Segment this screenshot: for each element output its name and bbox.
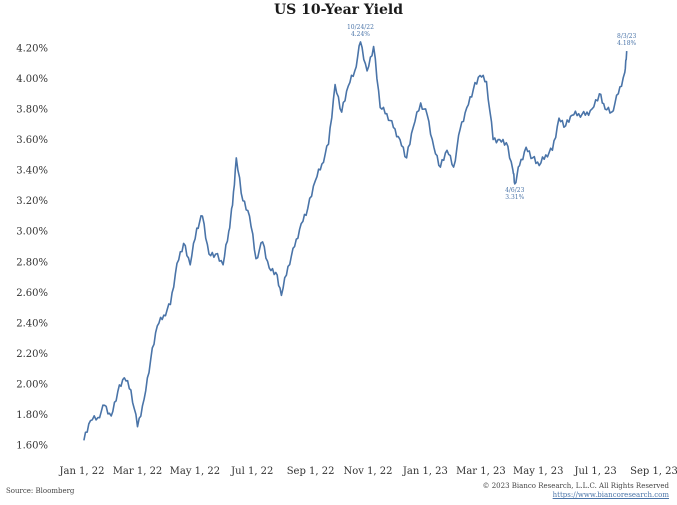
x-axis-ticks: Jan 1, 22 Mar 1, 22 May 1, 22 Jul 1, 22 Sep … bbox=[58, 466, 677, 477]
y-axis-ticks: 1.60% 1.80% 2.00% 2.20% 2.40% 2.60% 2.80% 3.00%… bbox=[16, 44, 48, 452]
annotation-value: 3.31% bbox=[505, 194, 524, 201]
y-tick-label: 1.60% bbox=[16, 441, 48, 452]
y-tick-label: 2.20% bbox=[16, 349, 48, 360]
y-tick-label: 4.20% bbox=[16, 44, 48, 55]
series-line bbox=[83, 41, 628, 441]
x-tick-label: Mar 1, 22 bbox=[113, 466, 163, 477]
annotation-date: 10/24/22 bbox=[347, 24, 374, 31]
y-tick-label: 1.80% bbox=[16, 410, 48, 421]
annotation-value: 4.18% bbox=[617, 40, 636, 47]
x-tick-label: Jul 1, 23 bbox=[574, 466, 617, 477]
y-tick-label: 3.80% bbox=[16, 105, 48, 116]
x-tick-label: Sep 1, 23 bbox=[630, 466, 677, 477]
source-note: Source: Bloomberg bbox=[6, 487, 75, 495]
y-tick-label: 3.40% bbox=[16, 166, 48, 177]
y-tick-label: 4.00% bbox=[16, 74, 48, 85]
copyright-link[interactable]: https://www.biancoresearch.com bbox=[552, 491, 669, 499]
y-tick-label: 2.00% bbox=[16, 379, 48, 390]
y-tick-label: 2.60% bbox=[16, 288, 48, 299]
copyright-text: © 2023 Bianco Research, L.L.C. All Right… bbox=[482, 482, 670, 490]
chart-title: US 10-Year Yield bbox=[273, 2, 404, 18]
annotation-date: 4/6/23 bbox=[505, 187, 524, 194]
x-tick-label: Jan 1, 23 bbox=[402, 466, 448, 477]
annotation-value: 4.24% bbox=[351, 31, 370, 38]
x-tick-label: Sep 1, 22 bbox=[287, 466, 335, 477]
copyright-block: © 2023 Bianco Research, L.L.C. All Right… bbox=[483, 482, 670, 500]
y-tick-label: 2.40% bbox=[16, 318, 48, 329]
annotation-date: 8/3/23 bbox=[617, 33, 636, 40]
x-tick-label: Jul 1, 22 bbox=[230, 466, 273, 477]
x-tick-label: May 1, 22 bbox=[170, 466, 220, 477]
y-tick-label: 3.60% bbox=[16, 135, 48, 146]
y-tick-label: 3.00% bbox=[16, 227, 48, 238]
x-tick-label: Jan 1, 22 bbox=[58, 466, 104, 477]
y-tick-label: 3.20% bbox=[16, 196, 48, 207]
x-tick-label: Nov 1, 22 bbox=[343, 466, 392, 477]
x-tick-label: May 1, 23 bbox=[513, 466, 563, 477]
y-tick-label: 2.80% bbox=[16, 257, 48, 268]
annotations: 10/24/224.24% 4/6/233.31% 8/3/234.18% bbox=[347, 24, 637, 201]
x-tick-label: Mar 1, 23 bbox=[456, 466, 506, 477]
